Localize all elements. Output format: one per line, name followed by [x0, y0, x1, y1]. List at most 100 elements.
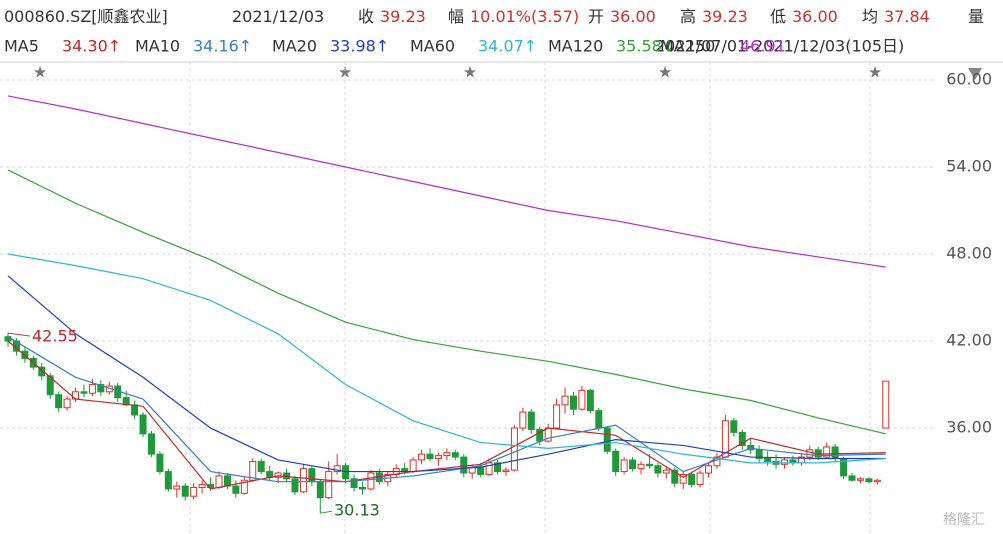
- field-label: 幅: [448, 7, 464, 26]
- candle-body: [679, 473, 687, 484]
- candle-body: [308, 468, 316, 483]
- candle-body: [586, 389, 594, 412]
- dropdown-icon[interactable]: [968, 68, 982, 80]
- candle-body: [139, 414, 147, 435]
- ma-line: [7, 336, 886, 483]
- legend-name: MA10: [135, 37, 180, 56]
- candle-body: [350, 478, 358, 489]
- star: ★: [338, 63, 352, 82]
- legend-name: MA20: [272, 37, 317, 56]
- field-value: 39.23: [702, 7, 748, 26]
- candle-body: [671, 469, 679, 484]
- candle-body: [578, 389, 586, 410]
- candle-body: [240, 479, 248, 494]
- star: ★: [33, 63, 47, 82]
- candle-body: [823, 446, 831, 458]
- candle-body: [882, 380, 890, 429]
- candle-body: [215, 475, 223, 489]
- candle-body: [595, 410, 603, 429]
- legend-value: 46.91: [740, 37, 786, 56]
- candle-body: [443, 452, 451, 457]
- candle-body: [333, 465, 341, 473]
- candle-body: [764, 458, 772, 462]
- candle-body: [409, 459, 417, 473]
- field-label: 收: [358, 7, 374, 26]
- candle-body: [367, 472, 375, 490]
- candle-body: [510, 427, 518, 471]
- candle-body: [257, 460, 265, 473]
- candle-body: [451, 452, 459, 458]
- candle-body: [705, 465, 713, 474]
- candle-body: [831, 446, 839, 460]
- candle-body: [620, 459, 628, 473]
- candle-body: [63, 398, 71, 409]
- field-label: 高: [680, 7, 696, 26]
- candle-body: [181, 485, 189, 497]
- candle-body: [477, 466, 485, 475]
- candle-body: [80, 391, 88, 394]
- separators: [189, 62, 871, 534]
- annotation: 30.13: [334, 501, 380, 520]
- candle-body: [645, 463, 653, 467]
- annotation-leader: [7, 332, 31, 337]
- candle-body: [553, 404, 561, 429]
- candle-body: [316, 481, 324, 499]
- candle-body: [55, 394, 63, 409]
- candle-body: [806, 449, 814, 458]
- candle-body: [198, 484, 206, 489]
- legend-value: 34.16↑: [193, 37, 252, 56]
- range: 2021/07/01-2021/12/03(105日): [655, 37, 904, 56]
- field-label: 开: [588, 7, 604, 26]
- candle-body: [274, 472, 282, 478]
- candle-body: [561, 395, 569, 406]
- candle-body: [434, 455, 442, 460]
- stars: ★ ★ ★ ★ ★: [33, 63, 882, 82]
- field-value: 39.23: [380, 7, 426, 26]
- legend-value: 35.58↓: [616, 37, 675, 56]
- field-label: 均: [862, 7, 878, 26]
- field-value: 36.00: [792, 7, 838, 26]
- candle-body: [856, 478, 864, 481]
- candle-body: [97, 384, 105, 393]
- legend-value: 34.30↑: [62, 37, 121, 56]
- candle-body: [696, 472, 704, 486]
- candle-body: [156, 453, 164, 473]
- candle-body: [688, 473, 696, 486]
- ma-line: [7, 340, 886, 490]
- candle-body: [325, 471, 333, 499]
- field-label: 低: [770, 7, 786, 26]
- candle-body: [190, 487, 198, 497]
- field-value: 37.84: [884, 7, 930, 26]
- y-tick-label: 60.00: [946, 69, 992, 88]
- candle-body: [460, 456, 468, 474]
- volume-label: 量: [968, 7, 984, 26]
- star: ★: [658, 63, 672, 82]
- candle-body: [569, 395, 577, 410]
- candle-body: [426, 453, 434, 460]
- candle-body: [730, 420, 738, 433]
- candle-body: [747, 444, 755, 451]
- y-tick-label: 36.00: [946, 418, 992, 437]
- legend-name: MA120: [548, 37, 603, 56]
- star: ★: [868, 63, 882, 82]
- field-value: 36.00: [610, 7, 656, 26]
- ma-line: [7, 275, 886, 473]
- annotation: 42.55: [32, 327, 78, 346]
- candle-body: [865, 478, 873, 483]
- legend-name: MA250: [660, 37, 715, 56]
- candle-body: [164, 471, 172, 490]
- candle-body: [519, 411, 527, 429]
- legend-name: MA5: [4, 37, 39, 56]
- candle-body: [603, 427, 611, 452]
- legend-value: 34.07↑: [478, 37, 537, 56]
- legend-name: MA60: [410, 37, 455, 56]
- field-value: 10.01%(3.57): [470, 7, 579, 26]
- candle-body: [232, 485, 240, 494]
- watermark: 格隆汇: [943, 512, 985, 528]
- candle-body: [612, 450, 620, 473]
- candle-body: [147, 433, 155, 455]
- candle-body: [780, 459, 788, 465]
